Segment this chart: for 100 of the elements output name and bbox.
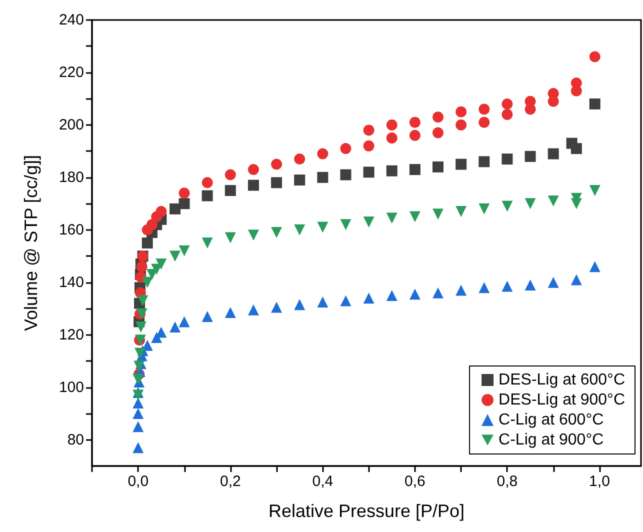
point bbox=[132, 442, 144, 454]
point bbox=[170, 250, 181, 262]
point bbox=[170, 321, 181, 332]
point bbox=[294, 174, 306, 186]
point bbox=[456, 106, 467, 118]
point bbox=[589, 98, 600, 110]
point bbox=[570, 143, 582, 154]
point bbox=[548, 88, 559, 99]
point bbox=[178, 188, 190, 199]
point bbox=[589, 51, 600, 62]
point bbox=[502, 280, 513, 292]
legend-label: DES-Lig at 600°C bbox=[498, 372, 626, 388]
point bbox=[548, 148, 559, 160]
point bbox=[317, 296, 328, 308]
point bbox=[294, 224, 306, 236]
y-tick-label: 200 bbox=[58, 116, 84, 134]
y-tick-label: 120 bbox=[58, 326, 84, 344]
point bbox=[432, 287, 444, 298]
point bbox=[409, 116, 420, 128]
point bbox=[432, 127, 444, 138]
point bbox=[294, 154, 306, 165]
y-tick-label: 240 bbox=[58, 12, 84, 28]
point bbox=[363, 166, 374, 178]
y-tick-label: 180 bbox=[58, 168, 84, 186]
point bbox=[137, 295, 148, 306]
y-tick-label: 140 bbox=[58, 274, 84, 291]
point bbox=[386, 132, 398, 144]
point bbox=[386, 165, 398, 176]
point bbox=[271, 227, 282, 238]
point bbox=[432, 208, 444, 220]
point bbox=[248, 230, 259, 241]
point bbox=[456, 284, 467, 296]
point bbox=[386, 212, 398, 224]
point bbox=[132, 408, 144, 420]
point bbox=[178, 245, 190, 256]
point bbox=[363, 124, 374, 136]
point bbox=[136, 261, 148, 272]
point bbox=[142, 276, 153, 288]
point bbox=[271, 177, 282, 188]
x-tick-label: 0,4 bbox=[312, 473, 334, 490]
point bbox=[386, 290, 398, 301]
x-tick-label: 1,0 bbox=[589, 473, 610, 490]
point bbox=[524, 96, 536, 107]
point bbox=[202, 238, 213, 248]
point bbox=[170, 203, 181, 214]
point bbox=[271, 302, 282, 313]
point bbox=[456, 206, 467, 218]
point bbox=[146, 219, 158, 230]
point bbox=[432, 161, 444, 172]
point bbox=[409, 211, 420, 222]
point bbox=[178, 198, 190, 210]
point bbox=[570, 77, 582, 88]
point bbox=[224, 232, 236, 244]
point bbox=[132, 374, 144, 385]
point bbox=[317, 172, 328, 183]
point bbox=[224, 185, 236, 196]
x-tick-label: 0,0 bbox=[128, 473, 149, 490]
point bbox=[409, 130, 420, 141]
point bbox=[524, 198, 536, 210]
point bbox=[340, 143, 352, 154]
x-tick-label: 0,8 bbox=[496, 473, 518, 490]
point bbox=[524, 279, 536, 290]
legend-label: C-Lig at 600°C bbox=[498, 412, 604, 428]
point bbox=[478, 116, 490, 128]
point bbox=[589, 185, 600, 196]
point bbox=[271, 158, 282, 170]
point bbox=[340, 219, 352, 230]
point bbox=[151, 332, 162, 343]
point bbox=[363, 292, 374, 304]
point bbox=[132, 390, 144, 401]
point bbox=[386, 119, 398, 130]
point bbox=[224, 169, 236, 180]
point bbox=[570, 274, 582, 286]
point bbox=[363, 140, 374, 152]
point bbox=[317, 148, 328, 160]
x-tick-label: 0,6 bbox=[404, 473, 426, 490]
point bbox=[502, 98, 513, 110]
point bbox=[202, 310, 213, 322]
point bbox=[478, 282, 490, 294]
point bbox=[294, 299, 306, 310]
point bbox=[363, 216, 374, 228]
point bbox=[478, 156, 490, 168]
point bbox=[202, 190, 213, 202]
point bbox=[456, 158, 467, 170]
point bbox=[502, 200, 513, 212]
point bbox=[248, 304, 259, 316]
point bbox=[502, 154, 513, 165]
point bbox=[340, 169, 352, 180]
x-axis-title: Relative Pressure [P/Po] bbox=[268, 501, 465, 521]
y-tick-label: 100 bbox=[58, 378, 84, 396]
point bbox=[248, 164, 259, 176]
point bbox=[202, 177, 213, 188]
point bbox=[478, 203, 490, 214]
point bbox=[524, 150, 536, 162]
point bbox=[317, 222, 328, 233]
point bbox=[548, 276, 559, 288]
point bbox=[409, 288, 420, 300]
x-tick-label: 0,2 bbox=[220, 473, 241, 490]
point bbox=[156, 258, 167, 270]
point bbox=[134, 360, 145, 372]
